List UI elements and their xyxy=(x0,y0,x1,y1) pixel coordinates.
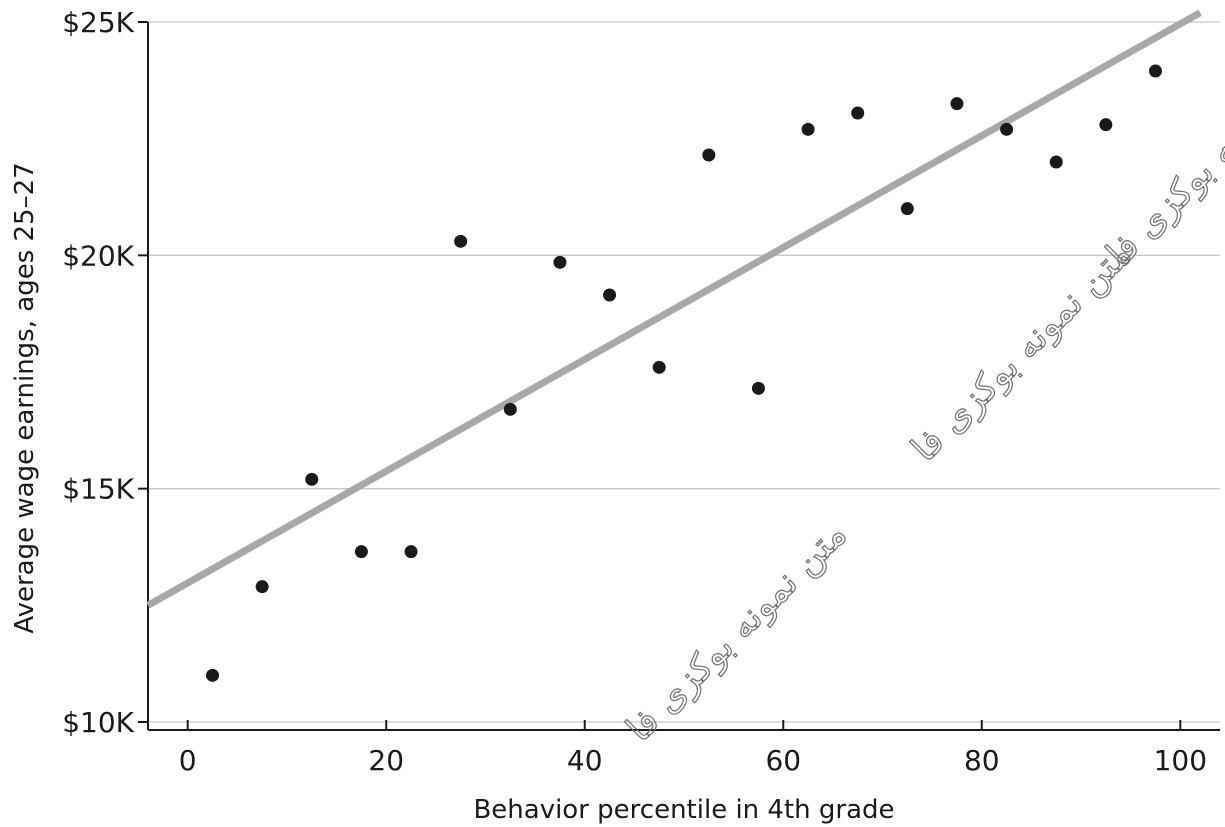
data-point xyxy=(404,545,418,559)
x-tick-label: 60 xyxy=(765,744,801,777)
y-tick-label: $20K xyxy=(62,239,134,272)
watermark-text: متن نمونه بوکزی فا xyxy=(904,234,1140,470)
data-point xyxy=(1049,155,1063,169)
data-point xyxy=(454,234,468,248)
data-point xyxy=(652,360,666,374)
data-point xyxy=(702,148,716,162)
x-tick-label: 0 xyxy=(179,744,197,777)
data-point xyxy=(950,97,964,111)
data-point xyxy=(851,106,865,120)
y-tick-label: $15K xyxy=(62,473,134,506)
data-point xyxy=(305,472,319,486)
x-axis-title: Behavior percentile in 4th grade xyxy=(473,795,894,825)
data-point xyxy=(1148,64,1162,78)
data-point xyxy=(206,668,220,682)
data-point xyxy=(801,122,815,136)
y-axis-title: Average wage earnings, ages 25–27 xyxy=(10,162,40,633)
data-points xyxy=(206,64,1162,682)
x-tick-label: 20 xyxy=(368,744,404,777)
data-point xyxy=(1099,118,1113,132)
trend-line-group xyxy=(146,9,1202,609)
data-point xyxy=(553,255,567,269)
trend-line xyxy=(146,9,1202,609)
data-point xyxy=(503,402,517,416)
watermark-text: متن نمونه بوکزی فا xyxy=(1099,39,1225,275)
data-point xyxy=(255,580,269,594)
x-tick-label: 40 xyxy=(567,744,603,777)
data-point xyxy=(751,381,765,395)
y-tick-label: $25K xyxy=(62,6,134,39)
data-point xyxy=(900,202,914,216)
data-point xyxy=(1000,122,1014,136)
x-tick-label: 80 xyxy=(964,744,1000,777)
axes: $10K $15K $20K $25K 0 20 40 60 80 100 xyxy=(62,6,1220,777)
x-tick-label: 100 xyxy=(1154,744,1207,777)
data-point xyxy=(354,545,368,559)
y-tick-label: $10K xyxy=(62,706,134,739)
data-point xyxy=(603,288,617,302)
gridlines xyxy=(148,21,1220,723)
watermark-text: متن نمونه بوکزی فا xyxy=(619,514,855,750)
